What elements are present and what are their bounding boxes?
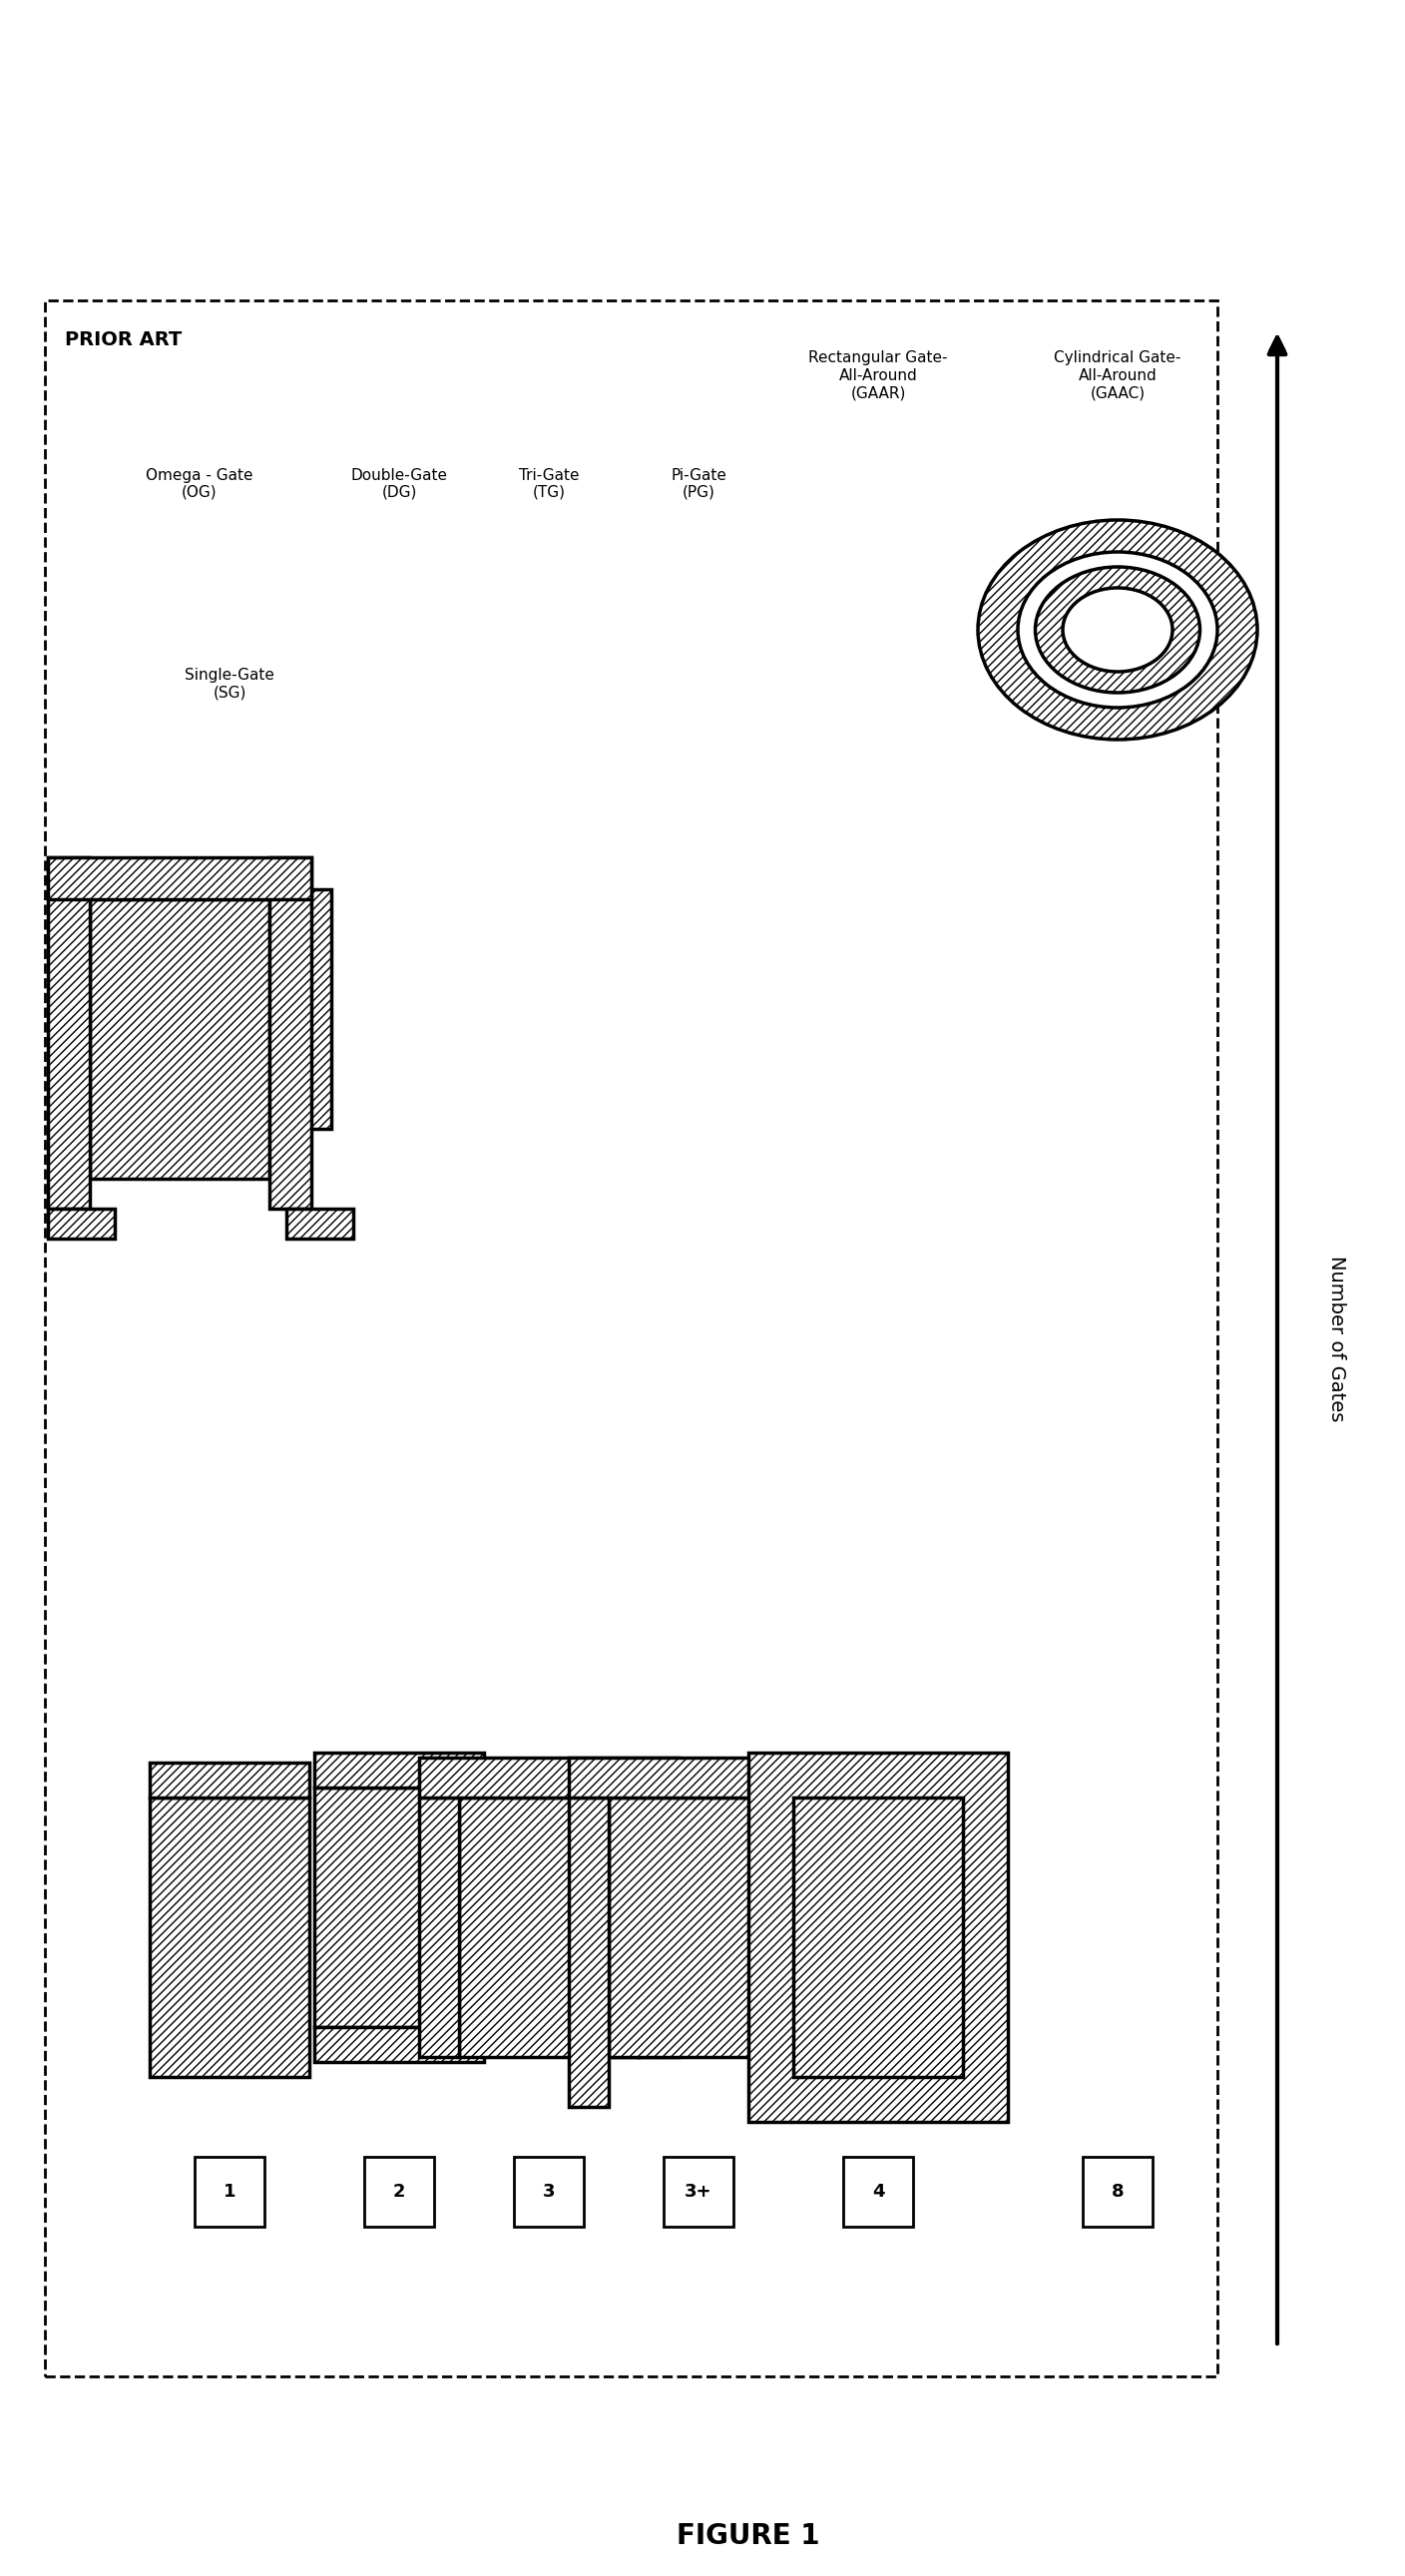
Text: Number of Gates: Number of Gates: [1328, 1255, 1346, 1422]
FancyBboxPatch shape: [419, 1798, 459, 2058]
FancyBboxPatch shape: [843, 2156, 913, 2226]
Text: Tri-Gate
(TG): Tri-Gate (TG): [518, 469, 579, 500]
Text: 4: 4: [873, 2182, 884, 2200]
Ellipse shape: [1035, 567, 1200, 693]
FancyBboxPatch shape: [122, 889, 291, 1128]
Text: Pi-Gate
(PG): Pi-Gate (PG): [670, 469, 726, 500]
FancyBboxPatch shape: [794, 1798, 962, 2076]
Text: Double-Gate
(DG): Double-Gate (DG): [351, 469, 448, 500]
Text: 3: 3: [542, 2182, 555, 2200]
Ellipse shape: [1062, 587, 1173, 672]
FancyArrowPatch shape: [1270, 337, 1284, 2344]
Text: Omega - Gate
(OG): Omega - Gate (OG): [146, 469, 253, 500]
FancyBboxPatch shape: [514, 2156, 583, 2226]
FancyBboxPatch shape: [48, 1208, 115, 1239]
FancyBboxPatch shape: [48, 858, 90, 1208]
FancyBboxPatch shape: [194, 2156, 264, 2226]
FancyBboxPatch shape: [608, 1798, 788, 2058]
Text: FIGURE 1: FIGURE 1: [677, 2522, 821, 2550]
FancyBboxPatch shape: [270, 858, 312, 1208]
Text: PRIOR ART: PRIOR ART: [65, 330, 181, 350]
FancyBboxPatch shape: [48, 858, 312, 899]
Text: 1: 1: [223, 2182, 236, 2200]
FancyBboxPatch shape: [150, 1798, 309, 2076]
FancyBboxPatch shape: [569, 1798, 608, 2107]
Text: Cylindrical Gate-
All-Around
(GAAC): Cylindrical Gate- All-Around (GAAC): [1054, 350, 1182, 399]
FancyBboxPatch shape: [749, 1752, 1007, 2123]
FancyBboxPatch shape: [788, 1798, 828, 2107]
FancyBboxPatch shape: [569, 1757, 828, 1798]
Text: Rectangular Gate-
All-Around
(GAAR): Rectangular Gate- All-Around (GAAR): [808, 350, 948, 399]
Text: Single-Gate
(SG): Single-Gate (SG): [184, 667, 274, 701]
FancyBboxPatch shape: [663, 2156, 733, 2226]
FancyBboxPatch shape: [291, 889, 332, 1128]
FancyBboxPatch shape: [77, 889, 117, 1128]
Ellipse shape: [1017, 551, 1217, 708]
FancyBboxPatch shape: [364, 2156, 434, 2226]
Text: 3+: 3+: [684, 2182, 712, 2200]
FancyBboxPatch shape: [315, 1788, 483, 2027]
FancyBboxPatch shape: [459, 1798, 639, 2058]
FancyBboxPatch shape: [150, 1762, 309, 1798]
FancyBboxPatch shape: [315, 2027, 483, 2061]
FancyBboxPatch shape: [419, 1757, 679, 1798]
FancyBboxPatch shape: [639, 1798, 679, 2058]
Ellipse shape: [978, 520, 1257, 739]
Text: 8: 8: [1111, 2182, 1124, 2200]
FancyBboxPatch shape: [90, 899, 270, 1180]
FancyBboxPatch shape: [287, 1208, 353, 1239]
FancyBboxPatch shape: [1083, 2156, 1152, 2226]
FancyBboxPatch shape: [315, 1752, 483, 1788]
Text: 2: 2: [393, 2182, 406, 2200]
